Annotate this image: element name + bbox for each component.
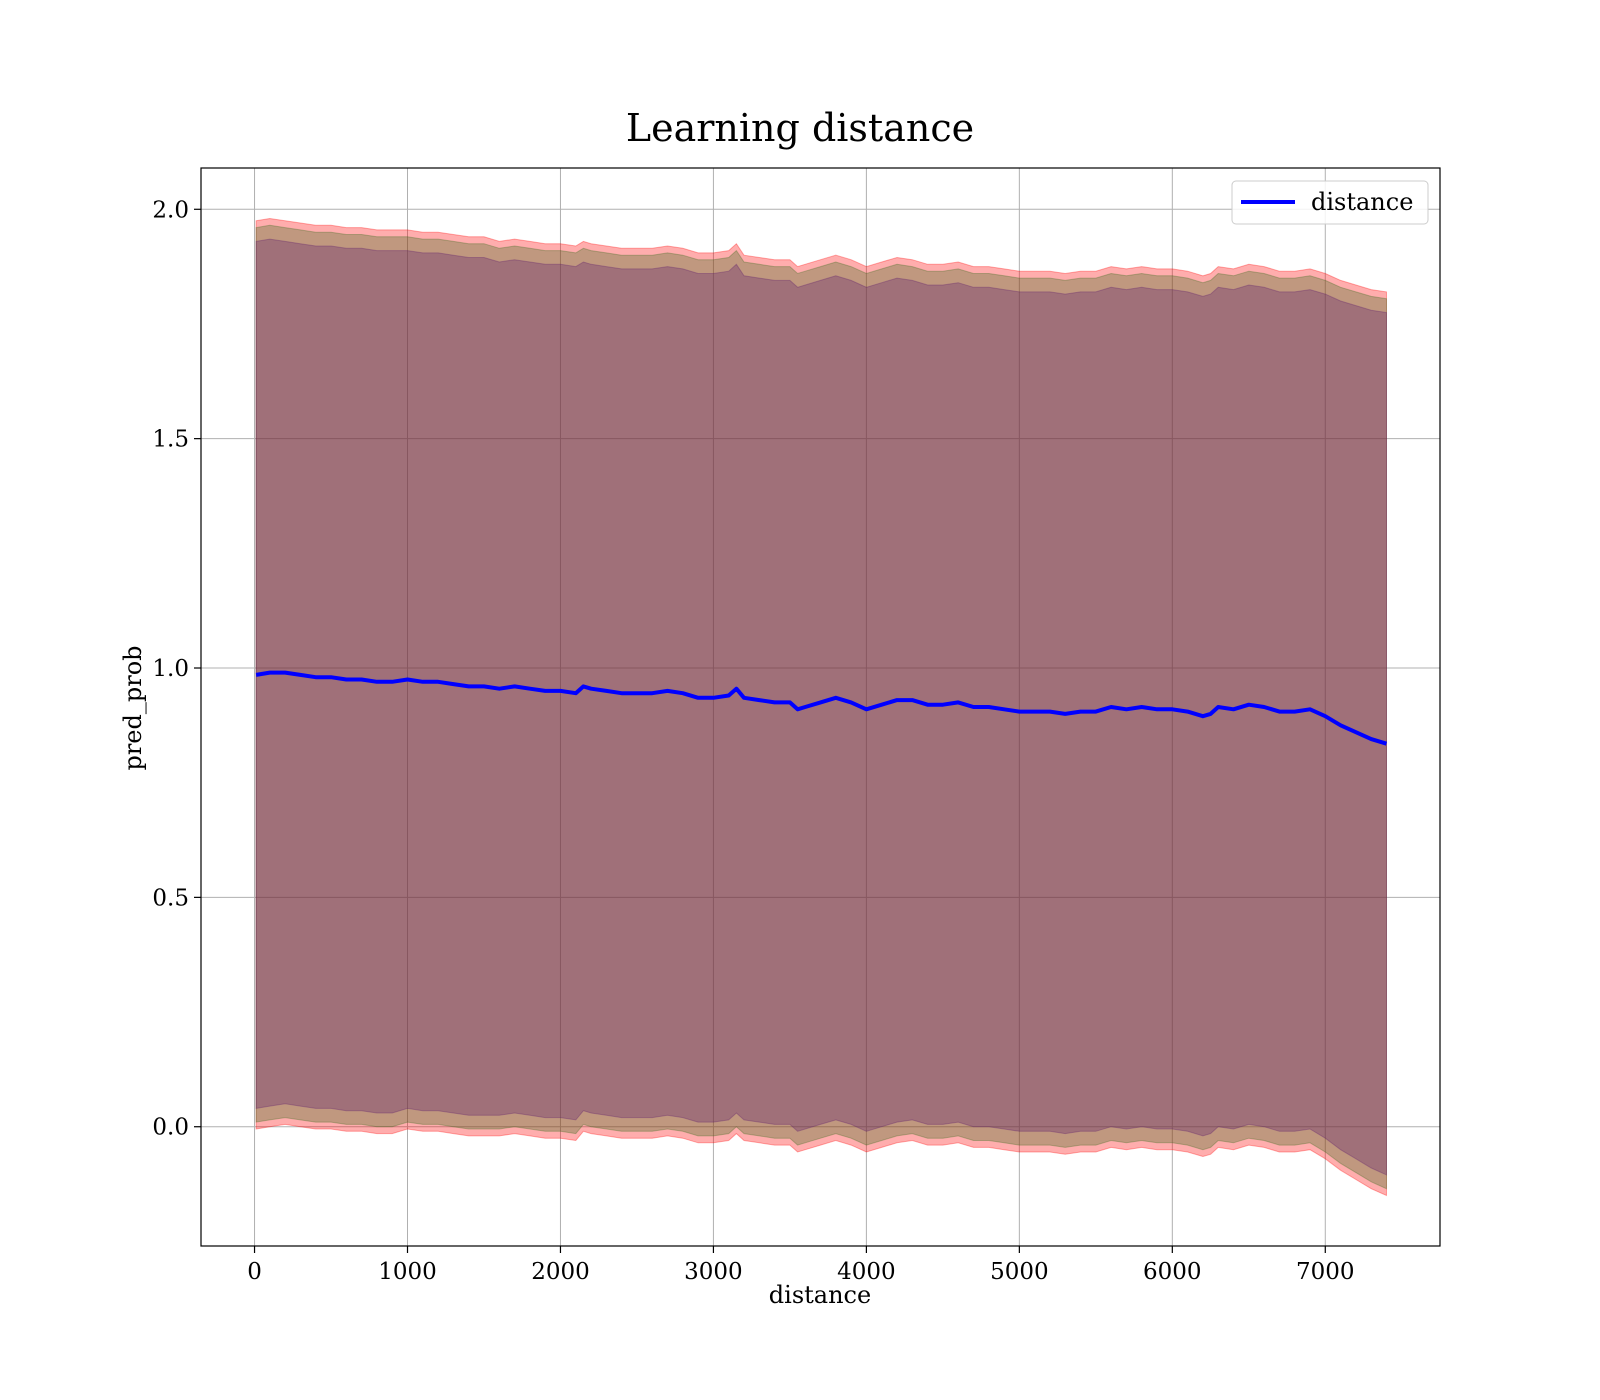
y-tick-label: 0.5	[152, 885, 189, 911]
x-tick-label: 2000	[531, 1259, 590, 1285]
chart-title: Learning distance	[626, 106, 974, 150]
legend-label-distance: distance	[1311, 188, 1413, 216]
series-lines	[255, 670, 1388, 746]
y-tick-label: 0.0	[152, 1115, 189, 1141]
x-tick-label: 5000	[990, 1259, 1049, 1285]
x-tick-label: 7000	[1296, 1259, 1355, 1285]
confidence-bands	[255, 217, 1387, 1197]
confidence-band-2	[255, 224, 1387, 1190]
series-line-distance	[255, 670, 1388, 746]
x-tick-label: 0	[247, 1259, 262, 1285]
x-axis-label: distance	[769, 1281, 871, 1309]
x-axis-ticks: 0 1000 2000 3000 4000 5000 6000 7000	[247, 1246, 1355, 1285]
y-axis-label: pred_prob	[119, 645, 147, 770]
y-tick-label: 2.0	[152, 197, 189, 223]
x-tick-label: 6000	[1143, 1259, 1202, 1285]
y-axis-ticks: 0.0 0.5 1.0 1.5 2.0	[152, 197, 201, 1141]
confidence-band-1	[255, 217, 1387, 1197]
legend-box	[1231, 180, 1429, 225]
x-tick-label: 1000	[378, 1259, 437, 1285]
legend: distance	[1231, 180, 1429, 225]
y-tick-label: 1.5	[152, 427, 189, 453]
x-tick-label: 4000	[837, 1259, 896, 1285]
confidence-band-3	[255, 238, 1387, 1176]
plot-frame	[200, 167, 1441, 1247]
x-tick-label: 3000	[684, 1259, 743, 1285]
y-tick-label: 1.0	[152, 656, 189, 682]
